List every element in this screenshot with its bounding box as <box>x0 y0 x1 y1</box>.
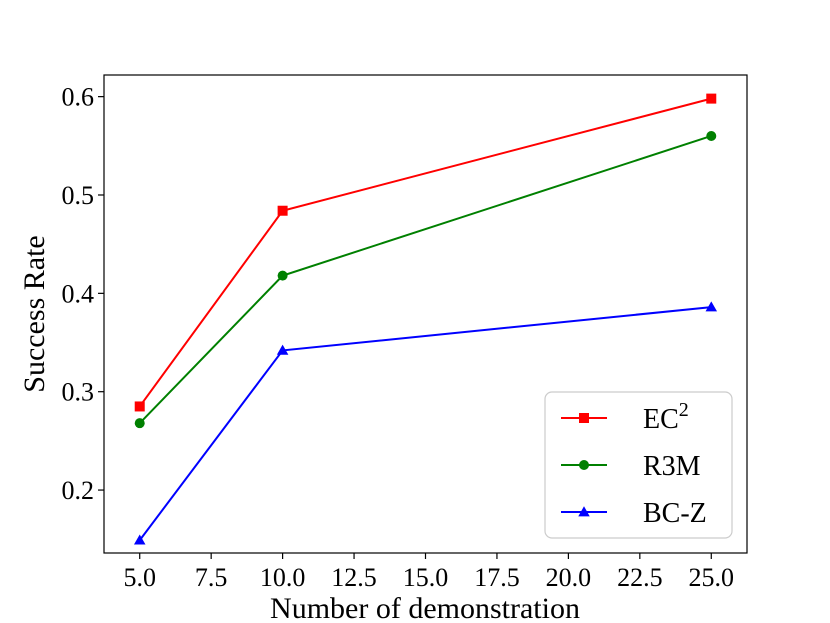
data-point-r3m <box>277 270 288 281</box>
x-tick-label: 7.5 <box>195 563 228 592</box>
y-tick-label: 0.5 <box>62 181 95 210</box>
x-tick-label: 12.5 <box>331 563 377 592</box>
data-point-bc-z <box>133 534 146 545</box>
x-tick-label: 17.5 <box>474 563 520 592</box>
legend-marker-ec <box>579 413 589 423</box>
data-point-r3m <box>706 130 717 141</box>
x-axis-ticks: 5.0 7.5 10.0 12.5 15.0 17.5 20.0 22.5 25.0 <box>123 553 734 592</box>
series-line-r3m <box>139 135 712 424</box>
x-tick-label: 5.0 <box>123 563 156 592</box>
legend-label-ec: EC2 <box>643 399 689 435</box>
x-tick-label: 22.5 <box>617 563 663 592</box>
legend-marker-bc-z <box>578 506 590 517</box>
y-tick-label: 0.3 <box>62 378 95 407</box>
y-tick-label: 0.6 <box>62 83 95 112</box>
x-tick-label: 15.0 <box>403 563 449 592</box>
x-tick-label: 10.0 <box>260 563 306 592</box>
series-line-ec <box>138 97 712 408</box>
plot-marks <box>133 93 718 545</box>
legend-box <box>544 391 733 539</box>
data-point-r3m <box>134 418 145 429</box>
legend-items: EC2 R3M BC-Z <box>561 399 707 529</box>
x-axis-label: Number of demonstration <box>270 592 580 623</box>
y-axis-label: Success Rate <box>18 235 51 392</box>
x-tick-label: 25.0 <box>689 563 735 592</box>
legend-label-bc-z: BC-Z <box>643 498 707 529</box>
data-point-ec <box>134 401 145 412</box>
legend: EC2 R3M BC-Z <box>544 391 733 539</box>
legend-marker-r3m <box>579 460 589 470</box>
data-point-ec <box>706 93 717 104</box>
data-point-bc-z <box>276 344 289 355</box>
y-tick-label: 0.2 <box>62 476 95 505</box>
legend-label-r3m: R3M <box>643 451 701 482</box>
data-point-ec <box>277 205 288 216</box>
y-tick-label: 0.4 <box>62 279 95 308</box>
data-point-bc-z <box>705 301 718 312</box>
x-tick-label: 20.0 <box>546 563 592 592</box>
y-axis-ticks: 0.2 0.3 0.4 0.5 0.6 <box>62 83 104 505</box>
